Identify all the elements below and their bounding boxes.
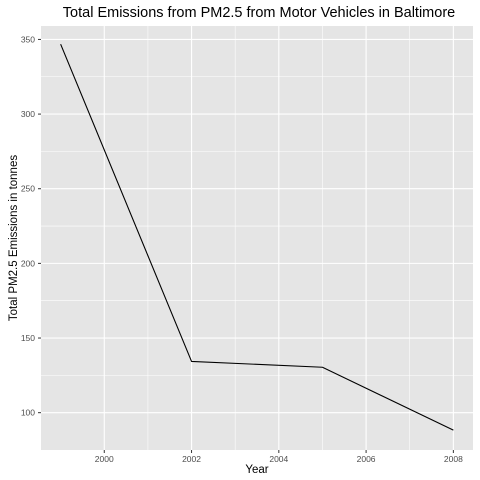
x-tick-label: 2000 bbox=[95, 454, 114, 464]
y-tick-label: 100 bbox=[21, 408, 35, 418]
series-layer bbox=[60, 43, 454, 431]
minor-gridlines bbox=[41, 26, 473, 450]
y-tick-label: 250 bbox=[21, 184, 35, 194]
x-tick-label: 2004 bbox=[269, 454, 288, 464]
y-axis: 100 150 200 250 300 350 bbox=[21, 34, 41, 418]
major-gridlines bbox=[41, 26, 473, 450]
y-tick-label: 200 bbox=[21, 258, 35, 268]
x-tick-label: 2008 bbox=[444, 454, 463, 464]
plot-panel bbox=[41, 26, 473, 450]
y-tick-label: 350 bbox=[21, 34, 35, 44]
series-line bbox=[60, 43, 454, 431]
y-tick-label: 150 bbox=[21, 333, 35, 343]
x-tick-label: 2006 bbox=[357, 454, 376, 464]
x-axis: 2000 2002 2004 2006 2008 bbox=[95, 450, 463, 464]
x-axis-label: Year bbox=[245, 464, 268, 476]
x-tick-label: 2002 bbox=[182, 454, 201, 464]
chart-title: Total Emissions from PM2.5 from Motor Ve… bbox=[63, 5, 455, 21]
y-axis-label: Total PM2.5 Emissions in tonnes bbox=[8, 155, 20, 321]
y-tick-label: 300 bbox=[21, 109, 35, 119]
